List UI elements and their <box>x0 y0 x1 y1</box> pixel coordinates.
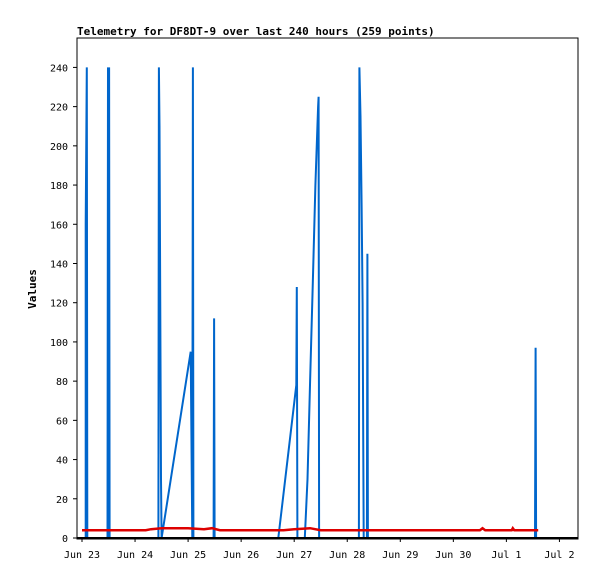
x-axis-ticks: Jun 23 Jun 24 Jun 25 Jun 26 Jun 27 Jun 28 Jun … <box>64 538 574 561</box>
y-tick-label: 220 <box>50 103 68 114</box>
x-tick-label: Jun 26 <box>223 550 259 561</box>
x-tick-label: Jun 24 <box>117 550 153 561</box>
x-tick-label: Jun 28 <box>329 550 365 561</box>
y-tick-label: 240 <box>50 63 68 74</box>
x-tick-label: Jun 27 <box>276 550 312 561</box>
y-tick-label: 200 <box>50 142 68 153</box>
x-tick-label: Jun 29 <box>382 550 418 561</box>
y-tick-label: 120 <box>50 299 68 310</box>
x-tick-label: Jun 23 <box>64 550 100 561</box>
y-tick-label: 40 <box>56 456 68 467</box>
x-tick-label: Jun 25 <box>170 550 206 561</box>
y-tick-label: 0 <box>62 534 68 545</box>
x-tick-label: Jul 1 <box>491 550 521 561</box>
chart-title: Telemetry for DF8DT-9 over last 240 hour… <box>77 25 435 38</box>
y-tick-label: 100 <box>50 338 68 349</box>
y-tick-label: 60 <box>56 416 68 427</box>
y-axis-label: Values <box>26 269 39 309</box>
y-tick-label: 180 <box>50 181 68 192</box>
x-tick-label: Jun 30 <box>435 550 471 561</box>
y-tick-label: 20 <box>56 495 68 506</box>
series-line-2 <box>82 525 539 532</box>
y-tick-label: 160 <box>50 220 68 231</box>
y-axis-ticks: 0 20 40 60 80 100 120 140 160 180 200 220 240 <box>50 63 77 545</box>
y-tick-label: 140 <box>50 259 68 270</box>
plot-area-frame <box>76 37 579 540</box>
y-tick-label: 80 <box>56 377 68 388</box>
x-tick-label: Jul 2 <box>544 550 574 561</box>
